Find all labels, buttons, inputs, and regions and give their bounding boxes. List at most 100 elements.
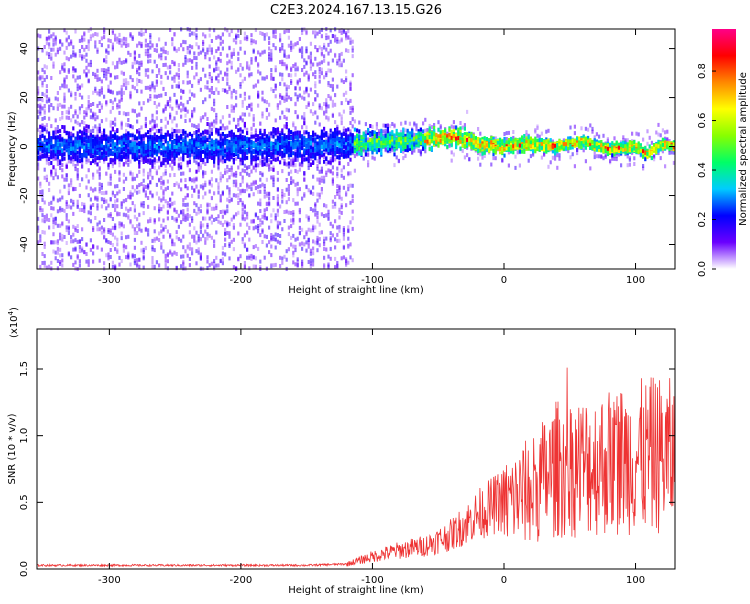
heatmap-cell — [182, 155, 185, 160]
heatmap-cell — [111, 126, 114, 131]
heatmap-cell — [89, 219, 92, 224]
heatmap-cell — [298, 78, 301, 82]
heatmap-cell — [294, 157, 297, 162]
heatmap-cell — [202, 223, 205, 228]
heatmap-cell — [208, 48, 211, 52]
heatmap-cell — [215, 75, 218, 80]
heatmap-cell — [76, 176, 79, 181]
heatmap-cell — [56, 259, 59, 263]
heatmap-cell — [318, 180, 321, 185]
heatmap-cell — [127, 234, 130, 239]
heatmap-cell — [325, 98, 328, 103]
heatmap-cell — [164, 41, 167, 46]
heatmap-cell — [129, 220, 132, 225]
heatmap-cell — [217, 90, 220, 95]
heatmap-cell — [281, 128, 284, 133]
heatmap-cell — [199, 50, 202, 55]
heatmap-cell — [217, 57, 220, 62]
heatmap-cell — [303, 121, 306, 126]
heatmap-cell — [92, 244, 95, 248]
heatmap-cell — [252, 219, 255, 224]
heatmap-cell — [320, 212, 323, 217]
heatmap-cell — [263, 150, 266, 155]
heatmap-cell — [208, 216, 211, 221]
heatmap-cell — [94, 187, 97, 192]
heatmap-cell — [116, 184, 119, 189]
heatmap-cell — [243, 217, 246, 222]
heatmap-cell — [204, 34, 207, 39]
heatmap-cell — [155, 110, 158, 115]
heatmap-cell — [287, 73, 290, 78]
heatmap-cell — [175, 103, 178, 108]
heatmap-cell — [287, 133, 290, 138]
heatmap-cell — [166, 259, 169, 264]
heatmap-cell — [208, 141, 211, 146]
heatmap-cell — [72, 146, 75, 151]
heatmap-cell — [37, 155, 40, 160]
heatmap-cell — [285, 84, 288, 89]
heatmap-cell — [171, 119, 174, 124]
heatmap-cell — [87, 69, 90, 74]
heatmap-cell — [182, 80, 185, 85]
heatmap-cell — [83, 110, 86, 115]
heatmap-cell — [206, 236, 209, 241]
heatmap-cell — [230, 217, 233, 222]
heatmap-cell — [237, 139, 240, 144]
heatmap-cell — [41, 133, 44, 138]
heatmap-cell — [334, 93, 337, 98]
heatmap-cell — [226, 178, 229, 183]
heatmap-cell — [182, 141, 185, 146]
heatmap-cell — [92, 226, 95, 231]
heatmap-cell — [215, 255, 218, 260]
heatmap-cell — [202, 48, 205, 53]
heatmap-cell — [215, 263, 218, 268]
heatmap-cell — [329, 236, 332, 241]
heatmap-cell — [248, 225, 251, 230]
heatmap-cell — [63, 152, 66, 157]
heatmap-cell — [259, 209, 262, 213]
heatmap-cell — [252, 39, 255, 44]
heatmap-cell — [85, 124, 88, 129]
heatmap-cell — [72, 224, 75, 229]
heatmap-cell — [287, 43, 290, 48]
heatmap-cell — [338, 56, 341, 61]
heatmap-cell — [186, 109, 189, 114]
heatmap-cell — [193, 188, 196, 193]
heatmap-cell — [316, 159, 319, 163]
heatmap-cell — [105, 190, 108, 195]
heatmap-cell — [74, 148, 77, 153]
heatmap-cell — [257, 63, 260, 68]
heatmap-cell — [125, 81, 128, 86]
heatmap-cell — [307, 75, 310, 80]
heatmap-cell — [197, 78, 200, 83]
heatmap-cell — [303, 90, 306, 95]
heatmap-cell — [261, 114, 264, 119]
heatmap-cell — [241, 156, 244, 160]
heatmap-cell — [114, 169, 117, 174]
heatmap-cell — [230, 149, 233, 154]
heatmap-cell — [89, 238, 92, 243]
heatmap-cell — [83, 250, 86, 255]
heatmap-cell — [274, 142, 277, 147]
heatmap-cell — [169, 250, 172, 255]
heatmap-cell — [292, 250, 295, 255]
heatmap-cell — [265, 161, 268, 166]
heatmap-cell — [323, 255, 326, 260]
heatmap-cell — [100, 143, 103, 148]
heatmap-cell — [147, 148, 150, 153]
heatmap-cell — [175, 99, 178, 104]
heatmap-cell — [107, 70, 110, 74]
heatmap-cell — [197, 123, 200, 128]
heatmap-cell — [195, 130, 198, 134]
heatmap-cell — [292, 138, 295, 143]
heatmap-cell — [314, 148, 317, 153]
heatmap-cell — [235, 103, 238, 108]
heatmap-cell — [52, 144, 55, 149]
heatmap-cell — [173, 217, 176, 222]
heatmap-cell — [329, 256, 332, 261]
heatmap-cell — [111, 232, 114, 237]
heatmap-cell — [235, 140, 238, 145]
heatmap-cell — [125, 198, 128, 203]
heatmap-cell — [118, 99, 121, 104]
heatmap-cell — [213, 150, 216, 155]
